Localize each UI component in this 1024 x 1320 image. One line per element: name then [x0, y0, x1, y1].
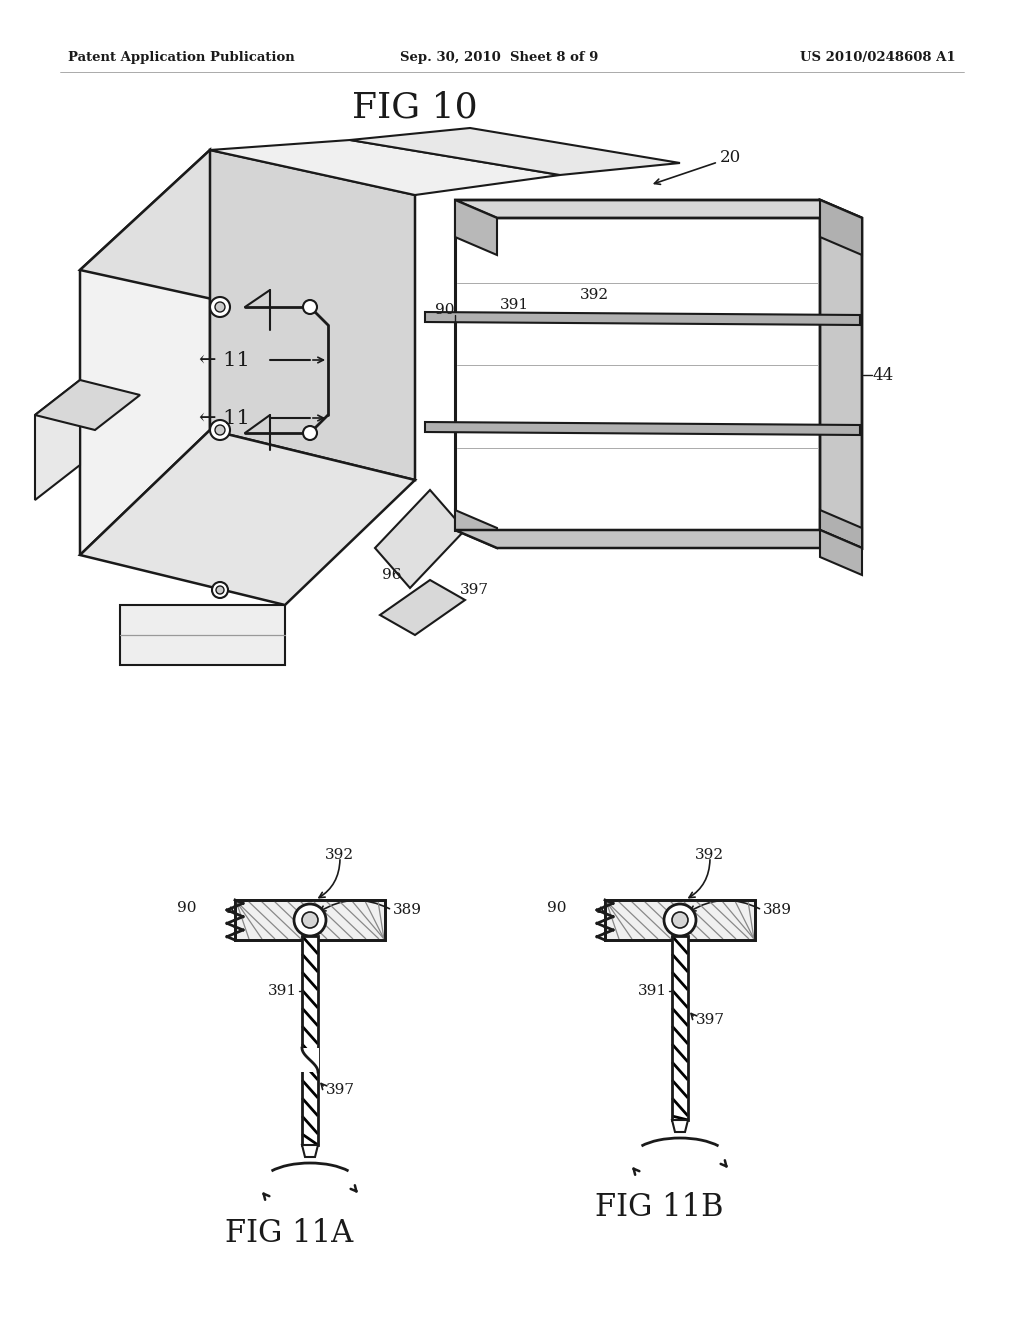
Text: 391: 391	[268, 983, 297, 998]
Ellipse shape	[302, 912, 318, 928]
Polygon shape	[80, 150, 210, 554]
Bar	[234, 900, 385, 940]
Polygon shape	[120, 605, 285, 665]
Bar	[234, 900, 385, 940]
Text: 20: 20	[720, 149, 741, 166]
Text: 90: 90	[435, 304, 455, 317]
Polygon shape	[350, 128, 680, 176]
Text: US 2010/0248608 A1: US 2010/0248608 A1	[800, 50, 955, 63]
Polygon shape	[425, 312, 860, 325]
Polygon shape	[375, 490, 465, 587]
Text: Patent Application Publication: Patent Application Publication	[68, 50, 295, 63]
Ellipse shape	[215, 302, 225, 312]
Polygon shape	[80, 150, 415, 315]
Text: 44: 44	[872, 367, 893, 384]
Text: 90: 90	[177, 902, 197, 915]
Polygon shape	[35, 380, 140, 430]
Ellipse shape	[303, 426, 317, 440]
Polygon shape	[455, 201, 497, 255]
Polygon shape	[455, 531, 862, 548]
Text: Sep. 30, 2010  Sheet 8 of 9: Sep. 30, 2010 Sheet 8 of 9	[400, 50, 598, 63]
Text: 397: 397	[460, 583, 489, 597]
Text: FIG 11A: FIG 11A	[225, 1217, 353, 1249]
Ellipse shape	[672, 912, 688, 928]
Ellipse shape	[210, 420, 230, 440]
Text: FIG 11B: FIG 11B	[595, 1192, 724, 1224]
Polygon shape	[455, 201, 820, 531]
Text: 391: 391	[638, 983, 667, 998]
Ellipse shape	[212, 582, 228, 598]
Polygon shape	[302, 1144, 318, 1158]
Polygon shape	[35, 380, 80, 500]
Text: 389: 389	[393, 903, 422, 917]
Text: 96: 96	[382, 568, 401, 582]
Polygon shape	[820, 201, 862, 548]
Text: 397: 397	[326, 1082, 355, 1097]
Text: 90: 90	[548, 902, 567, 915]
Text: 397: 397	[696, 1012, 725, 1027]
Polygon shape	[455, 201, 862, 218]
Text: ← 11: ← 11	[199, 408, 250, 428]
Bar	[302, 936, 318, 1144]
Text: FIG 10: FIG 10	[352, 91, 478, 125]
Polygon shape	[672, 1119, 688, 1133]
Polygon shape	[210, 140, 560, 195]
Text: 389: 389	[763, 903, 792, 917]
Ellipse shape	[294, 904, 326, 936]
Polygon shape	[380, 579, 465, 635]
Text: 392: 392	[580, 288, 609, 302]
Polygon shape	[820, 201, 862, 255]
Polygon shape	[210, 150, 415, 480]
Polygon shape	[820, 531, 862, 576]
Ellipse shape	[216, 586, 224, 594]
Ellipse shape	[210, 297, 230, 317]
Ellipse shape	[664, 904, 696, 936]
Bar	[301, 1048, 319, 1072]
Polygon shape	[820, 510, 862, 548]
Bar	[672, 936, 688, 1119]
Bar	[302, 936, 318, 1144]
Ellipse shape	[215, 425, 225, 436]
Bar	[605, 900, 755, 940]
Text: 392: 392	[325, 847, 354, 862]
Ellipse shape	[303, 300, 317, 314]
Polygon shape	[455, 510, 497, 548]
Bar	[605, 900, 755, 940]
Bar	[672, 936, 688, 1119]
Polygon shape	[80, 430, 415, 605]
Text: 391: 391	[500, 298, 529, 312]
Text: ← 11: ← 11	[199, 351, 250, 370]
Polygon shape	[425, 422, 860, 436]
Text: 392: 392	[695, 847, 724, 862]
